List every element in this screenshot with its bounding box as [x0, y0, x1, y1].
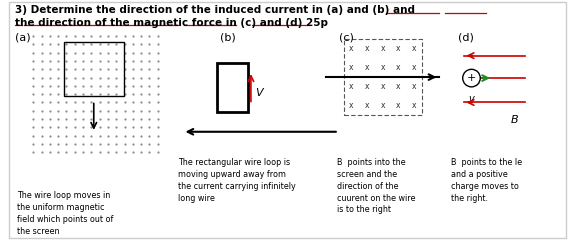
Text: v: v	[469, 94, 474, 104]
Text: x: x	[412, 82, 416, 91]
Text: x: x	[412, 101, 416, 110]
Text: (b): (b)	[220, 32, 235, 42]
Text: x: x	[349, 101, 354, 110]
Text: V: V	[255, 88, 262, 98]
Text: x: x	[365, 82, 369, 91]
Text: The rectangular wire loop is
moving upward away from
the current carrying infini: The rectangular wire loop is moving upwa…	[178, 158, 296, 202]
Text: x: x	[396, 44, 401, 53]
Text: x: x	[349, 82, 354, 91]
Text: The wire loop moves in
the uniform magnetic
field which points out of
the screen: The wire loop moves in the uniform magne…	[17, 191, 113, 236]
Text: x: x	[381, 63, 385, 72]
Text: (c): (c)	[339, 32, 354, 42]
Text: the direction of the magnetic force in (c) and (d) 25p: the direction of the magnetic force in (…	[15, 17, 328, 28]
Text: x: x	[381, 82, 385, 91]
Text: B: B	[511, 115, 518, 125]
Text: 3) Determine the direction of the induced current in (a) and (b) and: 3) Determine the direction of the induce…	[15, 5, 415, 15]
Bar	[63, 42, 124, 96]
Text: x: x	[349, 44, 354, 53]
Text: x: x	[381, 101, 385, 110]
Text: B  points into the
screen and the
direction of the
cuurent on the wire
is to the: B points into the screen and the directi…	[337, 158, 415, 214]
Text: (a): (a)	[15, 32, 30, 42]
Text: x: x	[365, 44, 369, 53]
Text: x: x	[381, 44, 385, 53]
Text: x: x	[412, 44, 416, 53]
Bar	[344, 39, 421, 115]
Text: (d): (d)	[458, 32, 474, 42]
Text: +: +	[467, 73, 476, 83]
Text: x: x	[365, 63, 369, 72]
Circle shape	[463, 69, 480, 87]
Text: x: x	[396, 101, 401, 110]
Text: x: x	[412, 63, 416, 72]
Bar	[217, 63, 248, 112]
Text: x: x	[396, 63, 401, 72]
Text: x: x	[365, 101, 369, 110]
Text: x: x	[396, 82, 401, 91]
Text: B  points to the le
and a positive
charge moves to
the right.: B points to the le and a positive charge…	[451, 158, 522, 202]
Text: x: x	[349, 63, 354, 72]
